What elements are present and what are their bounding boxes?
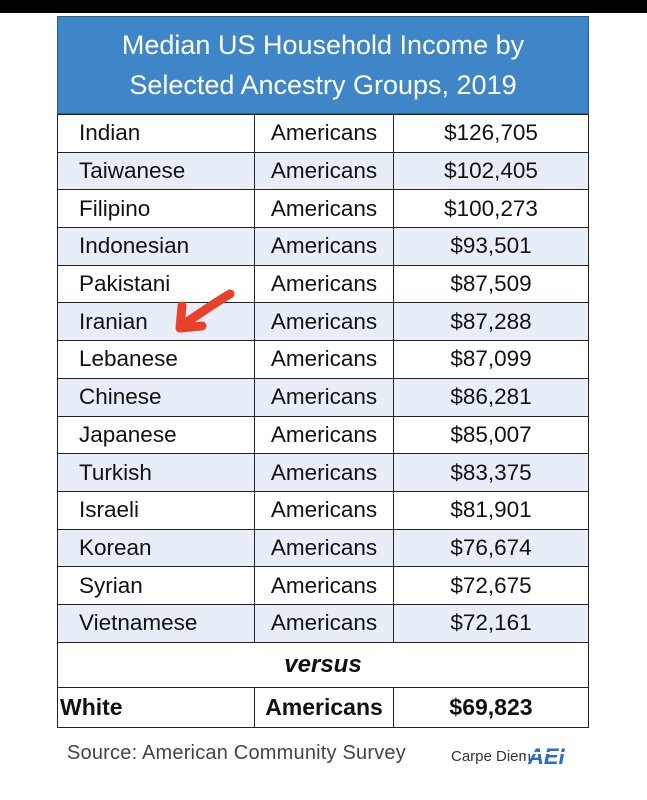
income-value-cell: $93,501: [393, 227, 589, 266]
versus-row: versus: [57, 641, 589, 688]
brand-text: Carpe Diem: [451, 748, 532, 765]
income-value-cell: $76,674: [393, 528, 589, 568]
aei-logo: AEI: [526, 744, 570, 769]
income-value-cell: $72,675: [393, 566, 589, 605]
income-value-cell: $86,281: [393, 377, 589, 417]
ancestry-group-cell: Filipino: [57, 189, 255, 229]
table-title: Median US Household Income by Selected A…: [57, 16, 589, 114]
income-value-cell: $100,273: [393, 189, 589, 229]
table-row: Iranian Americans $87,288: [57, 302, 589, 342]
americans-cell: Americans: [254, 528, 394, 568]
table-row: Indonesian Americans $93,501: [57, 227, 589, 266]
ancestry-group-cell: Korean: [57, 528, 255, 568]
table-row: Korean Americans $76,674: [57, 528, 589, 568]
income-value-cell: $83,375: [393, 453, 589, 492]
income-table: Indian Americans $126,705 Taiwanese American…: [57, 114, 589, 728]
ancestry-group-cell: Indian: [57, 114, 255, 153]
ancestry-group-cell: Vietnamese: [57, 603, 255, 643]
income-value-cell: $102,405: [393, 151, 589, 191]
table-row: Turkish Americans $83,375: [57, 453, 589, 492]
title-line-2: Selected Ancestry Groups, 2019: [129, 70, 517, 100]
versus-label: versus: [57, 641, 589, 688]
americans-cell: Americans: [254, 227, 394, 266]
comparison-group: White: [57, 686, 255, 728]
table-row: Lebanese Americans $87,099: [57, 340, 589, 379]
table-row: Syrian Americans $72,675: [57, 566, 589, 605]
table-row: Vietnamese Americans $72,161: [57, 603, 589, 643]
title-line-1: Median US Household Income by: [121, 30, 525, 60]
americans-cell: Americans: [254, 189, 394, 229]
income-value-cell: $87,509: [393, 264, 589, 304]
ancestry-group-cell: Japanese: [57, 415, 255, 455]
income-table-card: Median US Household Income by Selected A…: [57, 16, 589, 728]
americans-cell: Americans: [254, 340, 394, 379]
ancestry-group-cell: Taiwanese: [57, 151, 255, 191]
americans-cell: Americans: [254, 114, 394, 153]
table-row: Israeli Americans $81,901: [57, 490, 589, 530]
americans-cell: Americans: [254, 453, 394, 492]
red-arrow-icon: [175, 289, 235, 333]
top-black-bar: [0, 0, 647, 13]
americans-cell: Americans: [254, 490, 394, 530]
americans-cell: Americans: [254, 415, 394, 455]
table-row: Japanese Americans $85,007: [57, 415, 589, 455]
ancestry-group-cell: Syrian: [57, 566, 255, 605]
table-row: Chinese Americans $86,281: [57, 377, 589, 417]
income-value-cell: $72,161: [393, 603, 589, 643]
americans-cell: Americans: [254, 264, 394, 304]
svg-text:AEI: AEI: [527, 744, 566, 769]
table-row: Indian Americans $126,705: [57, 114, 589, 153]
americans-cell: Americans: [254, 377, 394, 417]
ancestry-group-cell: Lebanese: [57, 340, 255, 379]
ancestry-group-cell: Chinese: [57, 377, 255, 417]
table-row: Filipino Americans $100,273: [57, 189, 589, 229]
ancestry-group-cell: Indonesian: [57, 227, 255, 266]
income-value-cell: $126,705: [393, 114, 589, 153]
americans-cell: Americans: [254, 566, 394, 605]
income-value-cell: $81,901: [393, 490, 589, 530]
source-note: Source: American Community Survey: [67, 742, 406, 764]
table-row: Pakistani Americans $87,509: [57, 264, 589, 304]
table-row: Taiwanese Americans $102,405: [57, 151, 589, 191]
ancestry-group-cell: Israeli: [57, 490, 255, 530]
comparison-value: $69,823: [393, 686, 589, 728]
americans-cell: Americans: [254, 603, 394, 643]
comparison-label: Americans: [254, 686, 394, 728]
americans-cell: Americans: [254, 151, 394, 191]
income-value-cell: $85,007: [393, 415, 589, 455]
income-value-cell: $87,288: [393, 302, 589, 342]
americans-cell: Americans: [254, 302, 394, 342]
income-value-cell: $87,099: [393, 340, 589, 379]
ancestry-group-cell: Turkish: [57, 453, 255, 492]
comparison-row: White Americans $69,823: [57, 686, 589, 728]
